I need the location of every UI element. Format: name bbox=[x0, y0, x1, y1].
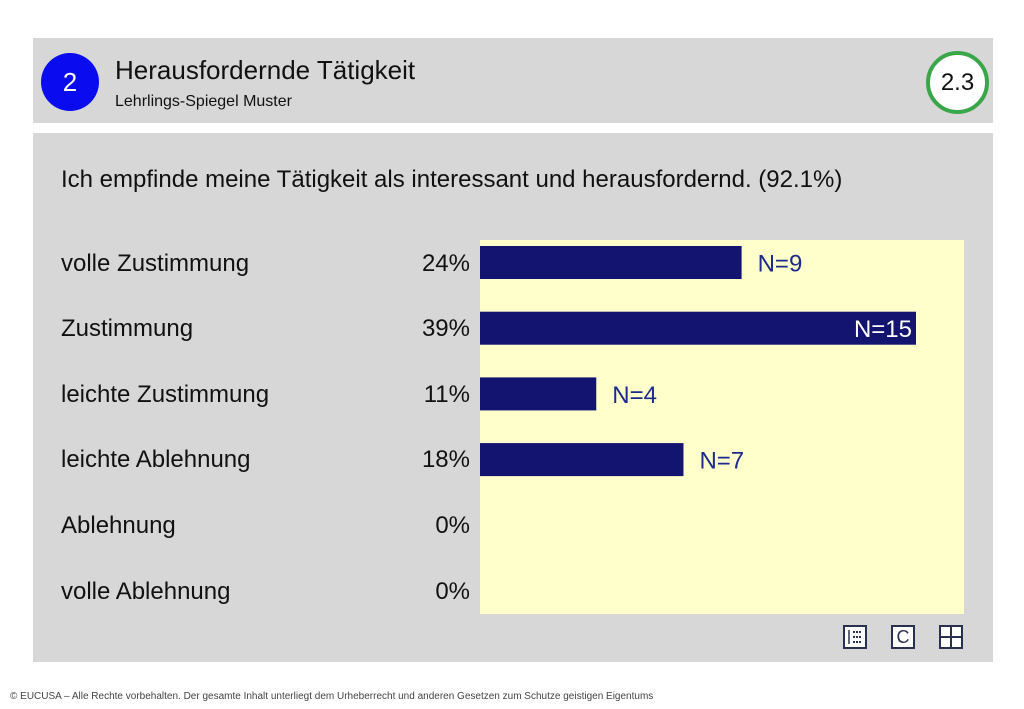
category-label: Zustimmung bbox=[61, 315, 194, 342]
percent-label: 18% bbox=[421, 446, 470, 473]
page-title: Herausfordernde Tätigkeit bbox=[115, 55, 416, 85]
percent-label: 11% bbox=[423, 381, 470, 408]
category-label: leichte Zustimmung bbox=[61, 381, 270, 408]
plot-background bbox=[480, 240, 964, 614]
category-label: Ablehnung bbox=[61, 512, 176, 539]
bar bbox=[480, 246, 742, 279]
bar bbox=[480, 443, 684, 477]
list-icon-glyph bbox=[848, 630, 861, 644]
percent-label: 0% bbox=[435, 578, 470, 605]
page-subtitle: Lehrlings-Spiegel Muster bbox=[115, 93, 292, 110]
grid-icon-glyph bbox=[941, 627, 961, 647]
category-label: leichte Ablehnung bbox=[61, 446, 251, 473]
bar-value-label: N=4 bbox=[612, 382, 657, 409]
list-icon[interactable] bbox=[843, 625, 867, 649]
bar-value-label: N=15 bbox=[854, 316, 912, 343]
bar-value-label: N=9 bbox=[758, 251, 803, 278]
percent-label: 24% bbox=[421, 250, 470, 277]
section-number-badge: 2 bbox=[41, 53, 99, 111]
chart-title: Ich empfinde meine Tätigkeit als interes… bbox=[61, 166, 843, 193]
page-number-badge: 2.3 bbox=[926, 51, 989, 114]
copyright-footer: © EUCUSA – Alle Rechte vorbehalten. Der … bbox=[10, 691, 654, 702]
bar bbox=[480, 377, 597, 411]
bar bbox=[480, 311, 916, 345]
category-label: volle Zustimmung bbox=[61, 250, 250, 277]
grid-icon[interactable] bbox=[939, 625, 963, 649]
percent-label: 39% bbox=[421, 315, 470, 342]
bar-chart: N=9 N=15 N=4 N=7 bbox=[480, 240, 964, 614]
header-panel bbox=[33, 38, 993, 123]
copyright-c-icon[interactable]: C bbox=[891, 625, 915, 649]
bar-value-label: N=7 bbox=[699, 448, 744, 475]
percent-label: 0% bbox=[435, 512, 470, 539]
category-label: volle Ablehnung bbox=[61, 578, 231, 605]
